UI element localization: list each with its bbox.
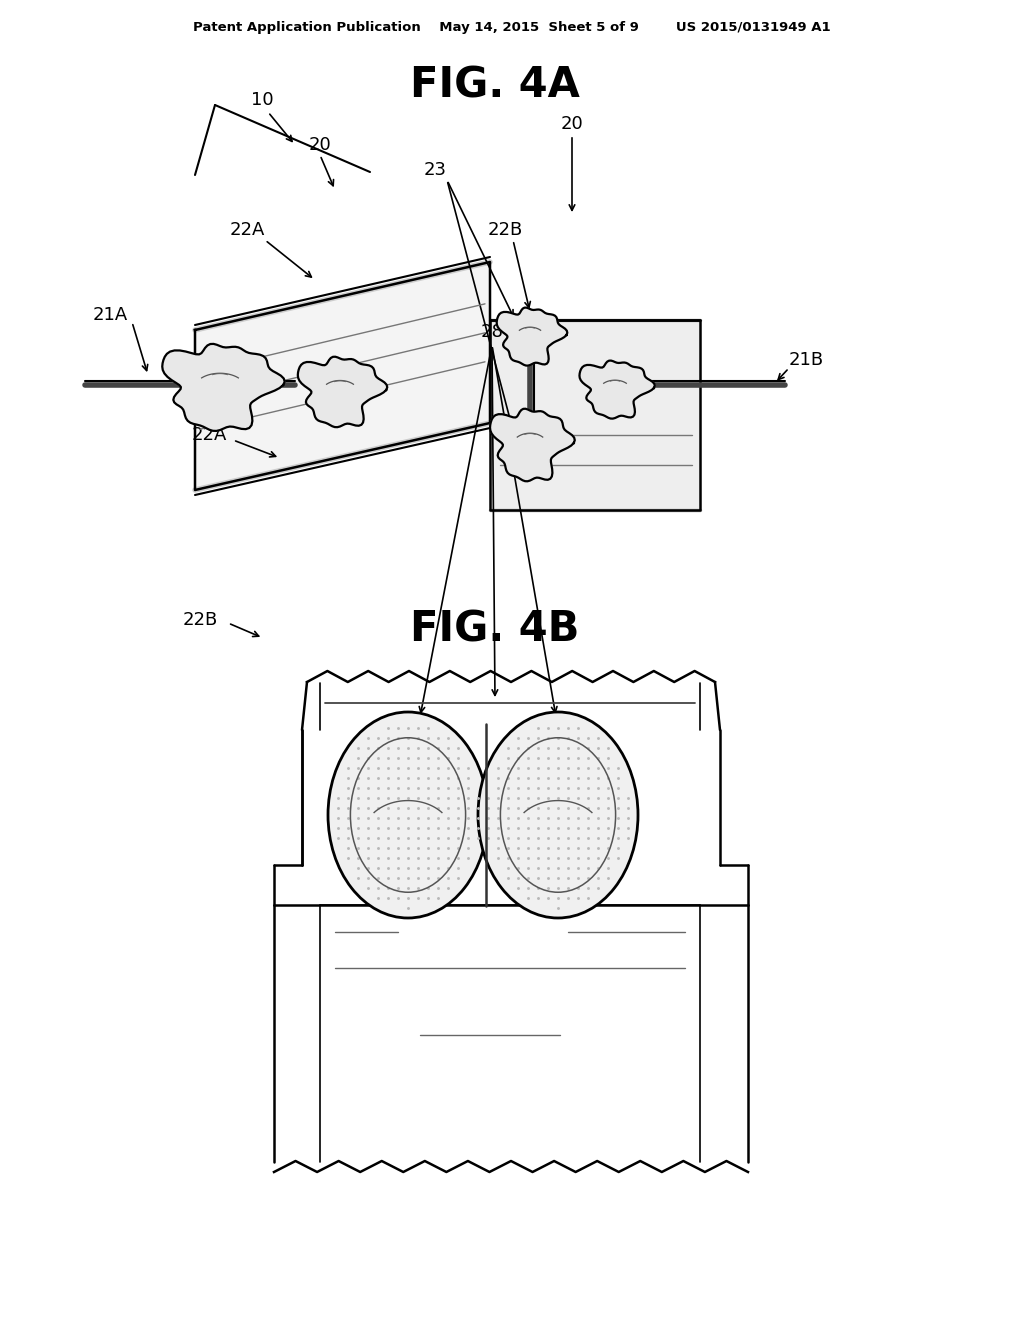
Polygon shape: [490, 319, 700, 510]
Text: 23: 23: [424, 161, 446, 180]
Text: 21B: 21B: [788, 351, 823, 370]
Ellipse shape: [478, 711, 638, 917]
Text: FIG. 4B: FIG. 4B: [411, 609, 580, 651]
Text: 22A: 22A: [191, 426, 227, 444]
Text: FIG. 4A: FIG. 4A: [410, 63, 580, 106]
Polygon shape: [490, 409, 574, 482]
Text: 21A: 21A: [92, 306, 128, 323]
Text: 22B: 22B: [182, 611, 218, 630]
Polygon shape: [497, 308, 567, 366]
Ellipse shape: [328, 711, 488, 917]
Polygon shape: [195, 261, 490, 490]
Text: 22A: 22A: [229, 220, 264, 239]
Text: 20: 20: [308, 136, 332, 154]
Polygon shape: [298, 356, 387, 428]
Polygon shape: [162, 345, 285, 430]
Text: 22B: 22B: [487, 220, 522, 239]
Text: 10: 10: [251, 91, 273, 110]
Polygon shape: [580, 360, 654, 418]
Text: 20: 20: [560, 115, 584, 133]
Text: Patent Application Publication    May 14, 2015  Sheet 5 of 9        US 2015/0131: Patent Application Publication May 14, 2…: [194, 21, 830, 33]
Text: 28: 28: [480, 323, 504, 341]
